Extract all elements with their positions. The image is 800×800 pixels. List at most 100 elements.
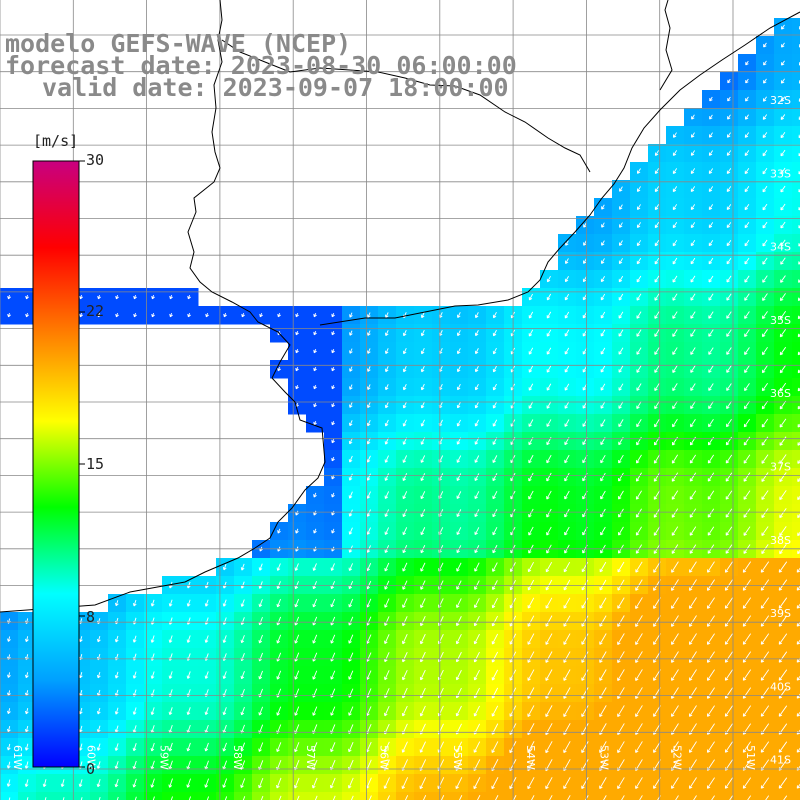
- wind-arrow: [689, 741, 697, 753]
- wind-arrow: [420, 365, 425, 373]
- wind-arrow: [654, 418, 660, 428]
- wind-arrow: [366, 455, 371, 463]
- wind-cell: [720, 792, 739, 800]
- wind-arrow: [25, 312, 29, 318]
- wind-arrow: [711, 795, 715, 800]
- wind-arrow: [762, 132, 768, 139]
- wind-arrow: [545, 633, 553, 645]
- wind-arrow: [294, 563, 299, 571]
- wind-arrow: [546, 490, 552, 500]
- wind-arrow: [384, 330, 389, 337]
- wind-cell: [486, 792, 505, 800]
- wind-arrow: [653, 561, 661, 573]
- wind-arrow: [546, 329, 552, 337]
- wind-arrow: [312, 616, 318, 626]
- wind-arrow: [6, 761, 11, 769]
- wind-cell: [792, 666, 800, 685]
- wind-arrow: [169, 294, 173, 300]
- wind-arrow: [601, 240, 605, 246]
- wind-arrow: [277, 528, 281, 534]
- wind-arrow: [348, 420, 353, 427]
- wind-arrow: [456, 473, 462, 481]
- wind-cell: [792, 558, 800, 577]
- longitude-label: 60W: [84, 745, 97, 770]
- wind-cell: [180, 792, 199, 800]
- wind-arrow: [545, 597, 553, 609]
- wind-arrow: [726, 257, 732, 265]
- wind-arrow: [513, 795, 517, 800]
- wind-arrow: [527, 562, 534, 573]
- wind-arrow: [724, 633, 733, 645]
- wind-arrow: [474, 455, 480, 463]
- wind-cell: [162, 792, 181, 800]
- wind-arrow: [114, 707, 119, 715]
- wind-cell: [216, 792, 235, 800]
- wind-arrow: [600, 276, 605, 283]
- wind-arrow: [689, 561, 697, 573]
- wind-arrow: [796, 783, 800, 789]
- wind-arrow: [618, 472, 624, 482]
- wind-arrow: [96, 743, 101, 751]
- latitude-labels: 32S 33S 34S 35S 36S 37S 38S 39S 40S 41S: [770, 94, 791, 767]
- wind-arrow: [762, 311, 768, 320]
- wind-arrow: [313, 348, 317, 354]
- wind-cell: [792, 648, 800, 667]
- wind-arrow: [186, 778, 191, 788]
- wind-arrow: [581, 615, 589, 627]
- wind-arrow: [601, 204, 605, 210]
- wind-arrow: [707, 490, 715, 500]
- wind-arrow: [115, 294, 119, 300]
- wind-arrow: [636, 347, 642, 355]
- wind-arrow: [368, 795, 372, 800]
- wind-arrow: [240, 742, 246, 752]
- wind-arrow: [618, 490, 624, 500]
- wind-arrow: [706, 579, 715, 591]
- wind-arrow: [672, 401, 678, 410]
- wind-arrow: [80, 797, 83, 800]
- wind-arrow: [760, 633, 770, 645]
- wind-arrow: [545, 615, 553, 627]
- wind-arrow: [458, 795, 463, 800]
- wind-arrow: [762, 167, 768, 175]
- wind-arrow: [528, 293, 534, 301]
- wind-arrow: [762, 275, 768, 283]
- wind-arrow: [150, 599, 155, 607]
- wind-arrow: [742, 705, 752, 717]
- wind-arrow: [330, 742, 336, 753]
- wind-arrow: [635, 472, 642, 482]
- wind-arrow: [7, 672, 11, 678]
- wind-arrow: [654, 239, 660, 247]
- wind-arrow: [491, 651, 499, 663]
- wind-cell: [90, 792, 109, 800]
- wind-cell: [0, 792, 19, 800]
- wind-arrow: [726, 383, 732, 391]
- wind-arrow: [635, 597, 643, 609]
- wind-arrow: [563, 597, 571, 609]
- wind-arrow: [690, 383, 696, 391]
- wind-arrow: [742, 777, 752, 789]
- wind-arrow: [169, 312, 173, 318]
- wind-arrow: [763, 60, 767, 66]
- wind-cell: [792, 468, 800, 487]
- wind-arrow: [420, 509, 426, 518]
- wind-arrow: [294, 598, 300, 608]
- wind-arrow: [742, 561, 752, 573]
- wind-arrow: [744, 114, 749, 120]
- wind-arrow: [780, 60, 785, 66]
- wind-arrow: [402, 348, 407, 355]
- longitude-label: 57W: [304, 745, 317, 770]
- forecast-date: forecast date: 2023-08-30 06:00:00: [5, 51, 517, 80]
- wind-arrow: [617, 651, 625, 663]
- wind-arrow: [564, 383, 570, 391]
- wind-arrow: [744, 204, 750, 211]
- wind-arrow: [384, 401, 389, 409]
- wind-arrow: [348, 491, 353, 499]
- wind-arrow: [96, 707, 101, 715]
- wind-arrow: [725, 526, 733, 536]
- wind-arrow: [780, 275, 786, 283]
- wind-arrow: [150, 707, 155, 715]
- wind-arrow: [760, 615, 770, 627]
- wind-arrow: [744, 365, 750, 373]
- wind-arrow: [671, 490, 679, 500]
